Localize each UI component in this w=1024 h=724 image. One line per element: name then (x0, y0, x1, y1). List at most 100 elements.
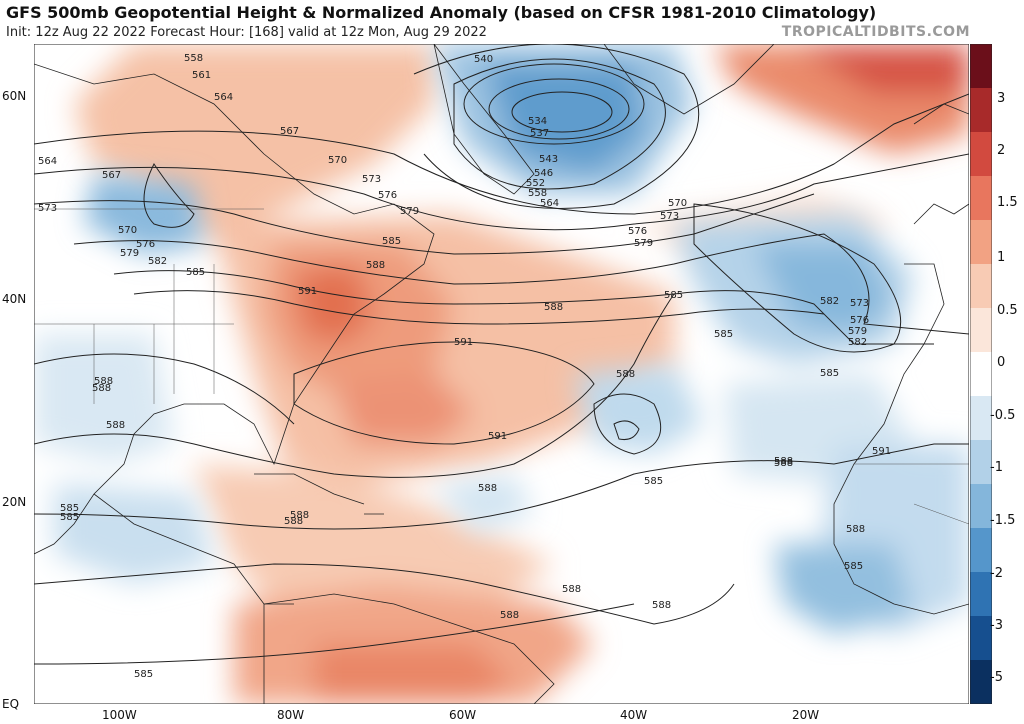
contour-label: 588 (92, 383, 111, 394)
contour-label: 576 (136, 239, 155, 250)
colorbar-tick-label: 1.5 (997, 195, 1018, 210)
colorbar-cell (970, 528, 992, 573)
colorbar-cell (970, 352, 992, 397)
contour-label: 591 (488, 431, 507, 442)
contour-label: 588 (616, 369, 635, 380)
contour-label: 582 (148, 256, 167, 267)
contour-label: 576 (628, 226, 647, 237)
site-watermark: TROPICALTIDBITS.COM (781, 24, 970, 40)
contour-label: 591 (454, 337, 473, 348)
colorbar-tick-label: -3 (990, 618, 1003, 633)
colorbar-tick-label: -1.5 (990, 513, 1016, 528)
contour-label: 588 (544, 302, 563, 313)
height-contours (34, 44, 969, 665)
contour-label: 558 (528, 188, 547, 199)
contour-label: 573 (362, 174, 381, 185)
contour-label: 585 (186, 267, 205, 278)
colorbar-cell (970, 132, 992, 177)
contour-label: 576 (378, 190, 397, 201)
colorbar-tick-label: 3 (997, 91, 1006, 106)
contour-label: 588 (652, 600, 671, 611)
contour-label: 588 (500, 610, 519, 621)
positive-anomaly-shading (74, 44, 969, 704)
contour-label: 582 (820, 296, 839, 307)
colorbar-cell (970, 660, 992, 704)
colorbar-cell (970, 176, 992, 221)
colorbar-cell (970, 308, 992, 353)
contour-label: 561 (192, 70, 211, 81)
contour-label: 588 (478, 483, 497, 494)
colorbar-cells (970, 44, 992, 704)
lon-label-100w: 100W (102, 708, 137, 722)
contour-label: 585 (60, 512, 79, 523)
contour-label: 588 (290, 510, 309, 521)
contour-label: 552 (526, 178, 545, 189)
contour-label: 576 (850, 315, 869, 326)
contour-label: 573 (38, 203, 57, 214)
contour-label: 585 (134, 669, 153, 680)
contour-label: 585 (714, 329, 733, 340)
contour-label: 585 (644, 476, 663, 487)
colorbar-tick-label: 0.5 (997, 303, 1018, 318)
contour-label: 585 (844, 561, 863, 572)
colorbar-cell (970, 264, 992, 309)
coastlines (34, 44, 969, 704)
contour-label: 588 (94, 376, 113, 387)
contour-label: 588 (284, 516, 303, 527)
contour-label: 588 (846, 524, 865, 535)
contour-label: 588 (774, 458, 793, 469)
anomaly-map: 540 534 537 543 546 552 558 564 570 573 … (34, 44, 969, 704)
contour-label: 588 (366, 260, 385, 271)
contour-label: 573 (850, 298, 869, 309)
contour-label: 570 (118, 225, 137, 236)
contour-label: 570 (328, 155, 347, 166)
contour-label: 567 (280, 126, 299, 137)
map-title: GFS 500mb Geopotential Height & Normaliz… (6, 3, 877, 22)
contour-label: 579 (634, 238, 653, 249)
colorbar-tick-label: -0.5 (990, 408, 1016, 423)
contour-label: 588 (562, 584, 581, 595)
contour-label: 579 (120, 248, 139, 259)
contour-label: 564 (38, 156, 57, 167)
contour-label: 585 (382, 236, 401, 247)
colorbar-tick-label: 2 (997, 143, 1006, 158)
contour-label: 588 (774, 456, 793, 467)
negative-anomaly-shading (34, 44, 969, 634)
colorbar-tick-label: -5 (990, 670, 1003, 685)
contour-label: 543 (539, 154, 558, 165)
lon-label-20w: 20W (792, 708, 820, 722)
lon-label-40w: 40W (620, 708, 648, 722)
colorbar-cell (970, 396, 992, 441)
contour-label: 585 (664, 290, 683, 301)
contour-label: 582 (848, 337, 867, 348)
colorbar-cell (970, 88, 992, 133)
contour-label: 585 (820, 368, 839, 379)
contour-label: 579 (848, 326, 867, 337)
contour-label: 546 (534, 168, 553, 179)
contour-label: 588 (106, 420, 125, 431)
lon-label-60w: 60W (449, 708, 477, 722)
colorbar-cell (970, 44, 992, 89)
contour-label: 558 (184, 53, 203, 64)
contour-label: 570 (668, 198, 687, 209)
contour-label: 540 (474, 54, 493, 65)
lat-label-40n: 40N (2, 292, 27, 306)
lat-label-20n: 20N (2, 495, 27, 509)
contour-label: 591 (298, 286, 317, 297)
contour-label: 585 (60, 503, 79, 514)
contour-label: 567 (102, 170, 121, 181)
contour-label: 537 (530, 128, 549, 139)
contour-label: 564 (214, 92, 233, 103)
colorbar-tick-label: 0 (997, 355, 1006, 370)
contour-label: 573 (660, 211, 679, 222)
lon-label-80w: 80W (277, 708, 305, 722)
contour-labels: 540 534 537 543 546 552 558 564 570 573 … (38, 53, 891, 680)
contour-label: 564 (540, 198, 559, 209)
lat-label-eq: EQ (2, 697, 20, 711)
colorbar-cell (970, 220, 992, 265)
colorbar (970, 44, 992, 704)
contour-label: 579 (400, 206, 419, 217)
colorbar-tick-label: 1 (997, 250, 1006, 265)
map-subtitle: Init: 12z Aug 22 2022 Forecast Hour: [16… (6, 25, 487, 40)
contour-label: 591 (872, 446, 891, 457)
